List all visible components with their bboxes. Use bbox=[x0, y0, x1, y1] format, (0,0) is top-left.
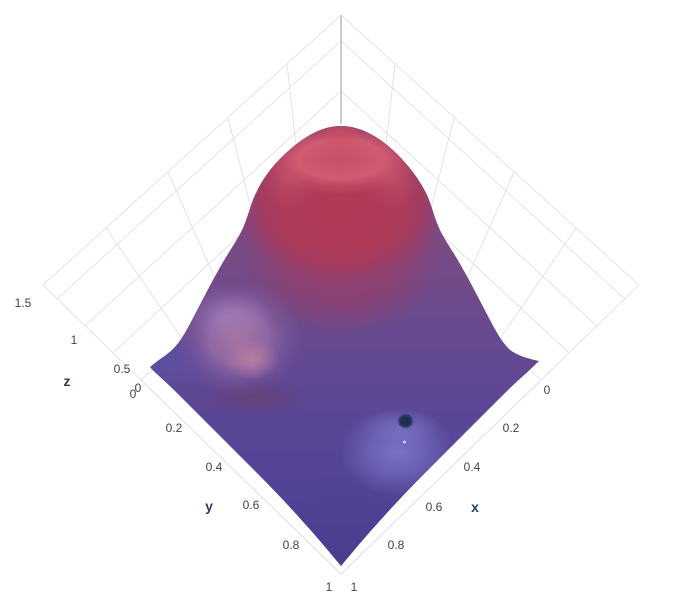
z-axis-title: z bbox=[63, 373, 71, 389]
surface-speck-marker bbox=[403, 440, 406, 444]
peak-tip bbox=[321, 126, 361, 147]
x-tick-0-2: 0.2 bbox=[502, 421, 520, 435]
surface-minimum-dot bbox=[397, 413, 414, 429]
x-tick-0: 0 bbox=[543, 383, 551, 397]
z-tick-0: 0 bbox=[134, 381, 142, 395]
y-tick-0-8: 0.8 bbox=[282, 538, 300, 552]
surface bbox=[150, 126, 539, 566]
left-bump-halo bbox=[188, 289, 272, 341]
x-tick-1: 1 bbox=[350, 580, 358, 594]
x-tick-0-6: 0.6 bbox=[425, 500, 443, 514]
x-axis-title: x bbox=[471, 499, 479, 515]
z-tick-1: 1 bbox=[70, 333, 78, 347]
y-tick-0: 0 bbox=[129, 387, 137, 401]
peak-shoulder-right bbox=[367, 150, 419, 210]
left-bump-core bbox=[224, 340, 280, 380]
bottom-corner-tint bbox=[211, 470, 471, 566]
y-tick-0-4: 0.4 bbox=[205, 460, 223, 474]
x-tick-0-8: 0.8 bbox=[387, 538, 405, 552]
wall-grid bbox=[42, 14, 640, 575]
y-tick-0-2: 0.2 bbox=[165, 421, 183, 435]
left-corner-tint bbox=[150, 332, 214, 392]
right-bump-halo bbox=[361, 410, 441, 446]
y-tick-1: 1 bbox=[325, 580, 333, 594]
left-bump-shadow bbox=[197, 377, 313, 417]
y-axis-title: y bbox=[205, 498, 213, 514]
x-tick-0-4: 0.4 bbox=[463, 460, 481, 474]
y-tick-0-6: 0.6 bbox=[242, 498, 260, 512]
z-tick-1-5: 1.5 bbox=[14, 296, 32, 310]
peak-shoulder-left bbox=[263, 150, 315, 210]
z-tick-0-5: 0.5 bbox=[113, 362, 131, 376]
